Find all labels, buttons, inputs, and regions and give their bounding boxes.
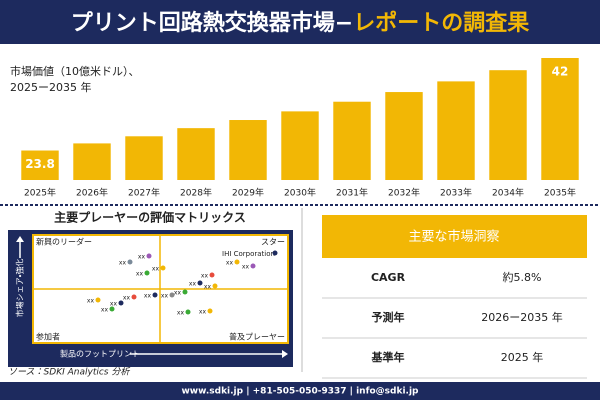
x-tick-label: 2031年 xyxy=(336,187,368,199)
x-tick-label: 2029年 xyxy=(232,187,264,199)
x-tick-label: 2030年 xyxy=(284,187,316,199)
player-dot xyxy=(127,259,133,265)
player-label: xx xyxy=(204,284,212,291)
player-dot xyxy=(182,289,188,295)
player-dot xyxy=(131,294,137,300)
table-title: 主要な市場洞察 xyxy=(408,230,499,245)
player-dot xyxy=(207,308,213,314)
player-dot xyxy=(185,309,191,315)
player-label: xx xyxy=(177,310,185,317)
player-label: xx xyxy=(136,271,144,278)
source: ソース：SDKI Analytics 分析 xyxy=(8,367,130,378)
footer-band xyxy=(0,382,600,400)
player-label: xx xyxy=(199,309,207,316)
x-tick-label: 2026年 xyxy=(76,187,108,199)
highlight-dot xyxy=(272,250,278,256)
table-header xyxy=(322,215,587,258)
x-tick-label: 2033年 xyxy=(440,187,472,199)
x-tick-label: 2025年 xyxy=(24,187,56,199)
x-tick-label: 2035年 xyxy=(544,187,576,199)
player-label: xx xyxy=(119,260,127,267)
row-label: CAGR xyxy=(371,271,406,284)
row-value: 2025 年 xyxy=(501,350,544,364)
player-dot xyxy=(109,306,115,312)
player-dot xyxy=(144,270,150,276)
bar xyxy=(541,58,579,180)
player-label: xx xyxy=(242,264,250,271)
quadrant-label: 新興のリーダー xyxy=(36,237,92,247)
bar xyxy=(21,150,59,180)
bar xyxy=(333,101,371,180)
footer: www.sdki.jp | +81-505-050-9337 | info@sd… xyxy=(181,387,419,397)
row-label: 基準年 xyxy=(371,350,405,364)
bar xyxy=(229,120,267,180)
title-accent: レポートの調査果 xyxy=(353,10,529,36)
player-dot xyxy=(234,259,240,265)
row-value: 約5.8% xyxy=(503,270,542,284)
matrix-title: 主要プレーヤーの評価マトリックス xyxy=(54,210,246,225)
player-label: xx xyxy=(123,295,131,302)
y-axis-label: 市場シェア・強化 xyxy=(15,259,25,318)
highlight-label: IHI Corporation xyxy=(222,250,275,258)
player-dot xyxy=(197,280,203,286)
player-dot xyxy=(95,297,101,303)
player-dot xyxy=(152,292,158,298)
row-value: 2026ー2035 年 xyxy=(481,310,563,324)
player-label: xx xyxy=(87,298,95,305)
bar xyxy=(177,128,215,180)
quadrant-label: 普及プレーヤー xyxy=(229,332,285,342)
row-label: 予測年 xyxy=(372,310,405,324)
bar xyxy=(125,136,163,180)
subtitle: 2025ー2035 年 xyxy=(10,80,92,94)
player-dot xyxy=(160,265,166,271)
bar xyxy=(73,143,111,180)
header-band xyxy=(0,0,600,44)
x-tick-label: 2032年 xyxy=(388,187,420,199)
player-dot xyxy=(250,263,256,269)
bar xyxy=(385,92,423,180)
player-label: xx xyxy=(144,293,152,300)
player-label: xx xyxy=(161,293,169,300)
player-label: xx xyxy=(138,254,146,261)
quadrant-label: 参加者 xyxy=(36,332,60,342)
x-axis-label: 製品のフットプリント xyxy=(60,349,140,359)
subtitle: 市場価値（10億米ドル）、 xyxy=(10,65,140,78)
player-label: xx xyxy=(101,307,109,314)
bar xyxy=(489,70,527,180)
player-label: xx xyxy=(189,281,197,288)
x-tick-label: 2027年 xyxy=(128,187,160,199)
player-dot xyxy=(146,253,152,259)
player-dot xyxy=(209,272,215,278)
player-label: xx xyxy=(174,290,182,297)
bar xyxy=(281,111,319,180)
player-label: xx xyxy=(152,266,160,273)
arrowhead xyxy=(282,350,288,358)
x-tick-label: 2028年 xyxy=(180,187,212,199)
x-tick-label: 2034年 xyxy=(492,187,524,199)
title-main: プリント回路熱交換器市場− xyxy=(71,10,353,36)
player-label: xx xyxy=(201,273,209,280)
arrowhead xyxy=(16,236,24,242)
player-dot xyxy=(212,283,218,289)
player-label: xx xyxy=(226,260,234,267)
quadrant-label: スター xyxy=(261,238,285,247)
player-dot xyxy=(118,300,124,306)
player-label: xx xyxy=(110,301,118,308)
matrix-border xyxy=(32,234,289,344)
data-label: 42 xyxy=(552,65,569,79)
player-dot xyxy=(169,292,175,298)
data-label: 23.8 xyxy=(25,157,55,171)
bar xyxy=(437,81,475,180)
header-title: プリント回路熱交換器市場−レポートの調査果 xyxy=(71,10,529,36)
